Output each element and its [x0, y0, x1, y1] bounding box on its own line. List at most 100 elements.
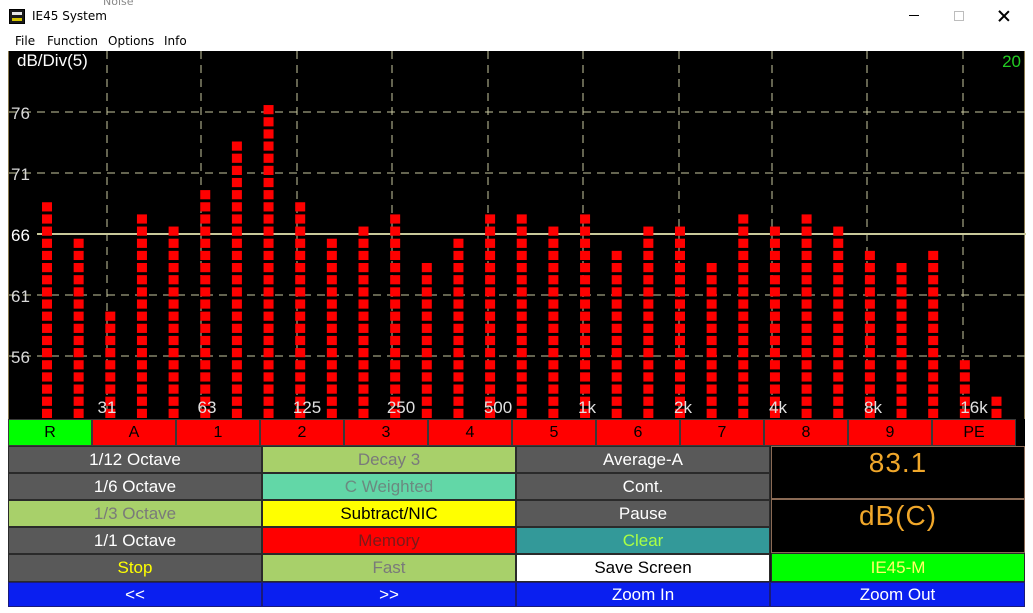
y-tick-label: 56 [11, 348, 30, 367]
octave-button-2[interactable]: 1/6 Octave [8, 473, 262, 500]
bar-segment [991, 408, 1002, 418]
bar-segment [295, 408, 306, 418]
minimize-button[interactable] [891, 0, 937, 31]
previous-button[interactable]: << [8, 582, 262, 607]
bar-segment [675, 287, 685, 297]
bar-segment [643, 250, 654, 261]
function-button-5[interactable]: Save Screen [516, 554, 770, 582]
bar-segment [643, 323, 654, 333]
bar-segment [516, 214, 527, 224]
bar-segment [73, 323, 84, 333]
mode-button-1[interactable]: Decay 3 [262, 446, 516, 473]
bar-segment [864, 275, 875, 285]
menu-options[interactable]: Options [108, 34, 155, 48]
bar-segment [643, 275, 654, 285]
bar-segment [548, 372, 559, 382]
zoom-out-button[interactable]: Zoom Out [770, 582, 1025, 607]
close-button[interactable] [981, 0, 1027, 31]
memory-button-4[interactable]: 4 [428, 419, 512, 446]
bar-segment [769, 226, 780, 236]
memory-button-r[interactable]: R [8, 419, 92, 446]
menu-info[interactable]: Info [164, 34, 187, 48]
memory-button-7[interactable]: 7 [680, 419, 764, 446]
bar-segment [516, 323, 527, 333]
function-button-3[interactable]: Pause [516, 500, 770, 527]
bar-segment [738, 348, 749, 358]
bar-segment [864, 384, 875, 394]
memory-button-9[interactable]: 9 [848, 419, 932, 446]
bar-segment [928, 384, 939, 394]
bar-segment [73, 263, 84, 273]
function-button-1[interactable]: Average-A [516, 446, 770, 473]
bar-segment [200, 250, 211, 261]
bar-segment [263, 360, 274, 370]
mode-button-5[interactable]: Fast [262, 554, 516, 582]
bar-segment [580, 250, 591, 261]
bar-segment [928, 250, 939, 261]
bar-segment [263, 299, 274, 309]
mode-button-2[interactable]: C Weighted [262, 473, 516, 500]
menu-function[interactable]: Function [47, 34, 99, 48]
bar-segment [516, 384, 527, 394]
bar-segment [675, 323, 685, 333]
bar-segment [263, 214, 274, 224]
bar-segment [200, 396, 211, 406]
bar-segment [833, 238, 844, 248]
bar-segment [263, 396, 274, 406]
bar-segment [801, 396, 812, 406]
bar-segment [453, 275, 464, 285]
spectrum-bar [168, 226, 179, 418]
mode-button-4[interactable]: Memory [262, 527, 516, 554]
memory-button-5[interactable]: 5 [512, 419, 596, 446]
memory-button-3[interactable]: 3 [344, 419, 428, 446]
bar-segment [200, 311, 211, 321]
maximize-button[interactable] [936, 0, 982, 31]
octave-button-1[interactable]: 1/12 Octave [8, 446, 262, 473]
memory-button-8[interactable]: 8 [764, 419, 848, 446]
bar-segment [769, 323, 780, 333]
bar-segment [611, 323, 622, 333]
bar-segment [231, 348, 242, 358]
bar-segment [548, 396, 559, 406]
bar-segment [769, 287, 780, 297]
bar-segment [706, 311, 717, 321]
bar-segment [136, 372, 147, 382]
memory-button-pe[interactable]: PE [932, 419, 1016, 446]
memory-button-6[interactable]: 6 [596, 419, 680, 446]
bar-segment [326, 360, 337, 370]
bar-segment [73, 311, 84, 321]
bar-segment [769, 372, 780, 382]
bar-segment [833, 287, 844, 297]
bar-segment [136, 214, 147, 224]
memory-button-2[interactable]: 2 [260, 419, 344, 446]
bar-segment [421, 263, 432, 273]
bar-segment [136, 360, 147, 370]
bar-segment [168, 275, 179, 285]
model-button[interactable]: IE45-M [771, 553, 1025, 582]
spectrum-bar [295, 202, 306, 418]
bar-segment [105, 348, 116, 358]
function-button-2[interactable]: Cont. [516, 473, 770, 500]
bar-segment [738, 287, 749, 297]
octave-button-4[interactable]: 1/1 Octave [8, 527, 262, 554]
zoom-in-button[interactable]: Zoom In [516, 582, 770, 607]
menu-file[interactable]: File [15, 34, 36, 48]
function-button-4[interactable]: Clear [516, 527, 770, 554]
next-button[interactable]: >> [262, 582, 516, 607]
bar-segment [73, 408, 84, 418]
octave-button-5[interactable]: Stop [8, 554, 262, 582]
memory-button-1[interactable]: 1 [176, 419, 260, 446]
bar-segment [801, 372, 812, 382]
octave-button-3[interactable]: 1/3 Octave [8, 500, 262, 527]
bar-segment [738, 299, 749, 309]
mode-button-3[interactable]: Subtract/NIC [262, 500, 516, 527]
bar-segment [675, 348, 685, 358]
bar-segment [42, 226, 52, 236]
bar-segment [42, 372, 52, 382]
bar-segment [738, 238, 749, 248]
bar-segment [548, 287, 559, 297]
bar-segment [168, 299, 179, 309]
spectrum-bar [516, 214, 527, 418]
bar-segment [896, 299, 907, 309]
memory-button-a[interactable]: A [92, 419, 176, 446]
